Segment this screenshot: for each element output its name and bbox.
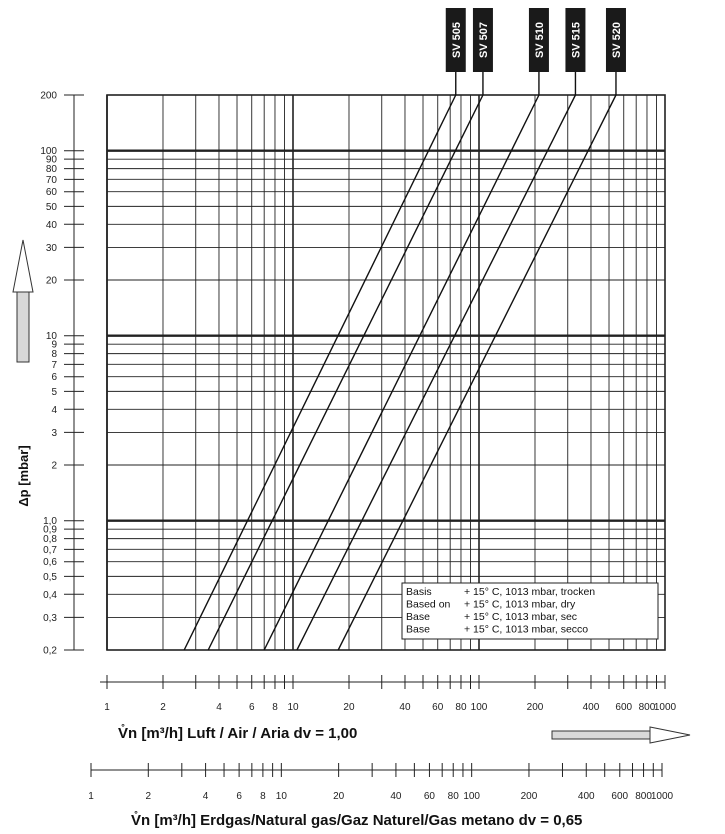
series-label-box: [605, 8, 626, 72]
y-tick-label: 1,0: [43, 516, 57, 527]
legend-condition: + 15° C, 1013 mbar, trocken: [464, 586, 595, 598]
x-tick-label-gas: 200: [521, 791, 538, 802]
x-tick-label-gas: 80: [448, 791, 460, 802]
y-tick-label: 90: [46, 155, 58, 166]
x-tick-label-gas: 100: [463, 791, 480, 802]
x-tick-label-air: 1000: [654, 702, 677, 713]
legend-condition: + 15° C, 1013 mbar, secco: [464, 624, 588, 636]
x-axis-label-gas: V̊n [m³/h] Erdgas/Natural gas/Gaz Nature…: [131, 811, 582, 829]
y-tick-label: 80: [46, 164, 58, 175]
series-label-box: [565, 8, 586, 72]
y-tick-label: 0,4: [43, 590, 57, 601]
x-tick-label-gas: 60: [424, 791, 436, 802]
x-tick-label-gas: 40: [390, 791, 402, 802]
grid: [106, 94, 666, 651]
y-tick-label: 0,8: [43, 534, 57, 545]
x-tick-label-air: 200: [527, 702, 544, 713]
x-tick-label-gas: 800: [635, 791, 652, 802]
series-line: [296, 94, 577, 651]
x-tick-label-air: 1: [104, 702, 110, 713]
series-labels: SV 505 SV 507 SV 510 SV 515 SV 520: [445, 8, 626, 72]
series-label: SV 510: [534, 22, 546, 58]
x-tick-label-gas: 8: [260, 791, 266, 802]
y-tick-label: 8: [51, 349, 57, 360]
y-tick-label: 2: [51, 461, 57, 472]
series-label: SV 505: [451, 22, 463, 58]
x-tick-label-air: 2: [160, 702, 166, 713]
x-tick-label-gas: 6: [236, 791, 242, 802]
y-tick-label: 0,7: [43, 545, 57, 556]
series-line: [207, 94, 484, 651]
x-tick-label-gas: 1000: [651, 791, 674, 802]
y-tick-label: 20: [46, 276, 58, 287]
x-tick-label-air: 40: [399, 702, 411, 713]
series-line: [263, 94, 540, 651]
x-tick-label-air: 6: [249, 702, 255, 713]
y-tick-label: 30: [46, 243, 58, 254]
y-tick-label: 0,5: [43, 572, 57, 583]
y-tick-label: 60: [46, 187, 58, 198]
legend-frame: [401, 582, 659, 640]
y-tick-label: 40: [46, 220, 58, 231]
series-label: SV 520: [611, 22, 623, 58]
y-tick-label: 3: [51, 428, 57, 439]
series-label: SV 515: [570, 22, 582, 58]
x-tick-label-air: 10: [287, 702, 299, 713]
x-tick-label-air: 100: [471, 702, 488, 713]
series-line: [183, 94, 457, 651]
series-lines: [183, 72, 617, 651]
y-tick-label: 5: [51, 387, 57, 398]
axes: 0,20,30,40,50,60,70,80,91,02345678910203…: [40, 91, 676, 803]
x-tick-label-gas: 20: [333, 791, 345, 802]
y-tick-label: 100: [40, 146, 57, 157]
y-axis-label: Δp [mbar]: [16, 445, 31, 506]
x-tick-label-gas: 600: [611, 791, 628, 802]
series-label: SV 507: [478, 22, 490, 58]
series-label-box: [528, 8, 549, 72]
x-tick-label-gas: 400: [578, 791, 595, 802]
y-tick-label: 70: [46, 175, 58, 186]
y-tick-label: 50: [46, 202, 58, 213]
plot-frame: [106, 94, 666, 651]
x-tick-label-gas: 2: [146, 791, 152, 802]
x-tick-label-air: 60: [432, 702, 444, 713]
y-tick-label: 4: [51, 405, 57, 416]
y-tick-label: 7: [51, 360, 57, 371]
y-axis-title: Δp [mbar]: [12, 239, 34, 507]
series-label-box: [445, 8, 466, 72]
x-tick-label-air: 400: [583, 702, 600, 713]
legend-box: Basis + 15° C, 1013 mbar, trocken Based on…: [401, 582, 659, 640]
x-tick-label-air: 800: [639, 702, 656, 713]
y-tick-label: 0,9: [43, 525, 57, 536]
legend-term: Based on: [406, 599, 451, 611]
series-line: [337, 94, 617, 651]
y-tick-label: 200: [40, 91, 57, 102]
x-tick-label-gas: 4: [203, 791, 209, 802]
up-arrow-icon: [12, 239, 34, 363]
y-tick-label: 10: [46, 331, 58, 342]
series-label-box: [472, 8, 493, 72]
x-tick-label-air: 20: [343, 702, 355, 713]
y-tick-label: 6: [51, 372, 57, 383]
x-tick-label-air: 600: [615, 702, 632, 713]
x-tick-label-air: 80: [455, 702, 467, 713]
right-arrow-icon: [551, 726, 691, 744]
x-tick-label-air: 4: [216, 702, 222, 713]
x-axis-label-air: V̊n [m³/h] Luft / Air / Aria dv = 1,00: [118, 724, 357, 742]
x-tick-label-air: 8: [272, 702, 278, 713]
y-tick-label: 0,6: [43, 557, 57, 568]
legend-term: Base: [406, 611, 430, 623]
y-tick-label: 0,3: [43, 613, 57, 624]
legend-condition: + 15° C, 1013 mbar, sec: [464, 611, 577, 623]
y-tick-label: 9: [51, 340, 57, 351]
x-tick-label-gas: 10: [276, 791, 288, 802]
legend-term: Basis: [406, 586, 432, 598]
legend-condition: + 15° C, 1013 mbar, dry: [464, 599, 576, 611]
y-tick-label: 0,2: [43, 646, 57, 657]
legend-term: Base: [406, 624, 430, 636]
x-tick-label-gas: 1: [88, 791, 94, 802]
